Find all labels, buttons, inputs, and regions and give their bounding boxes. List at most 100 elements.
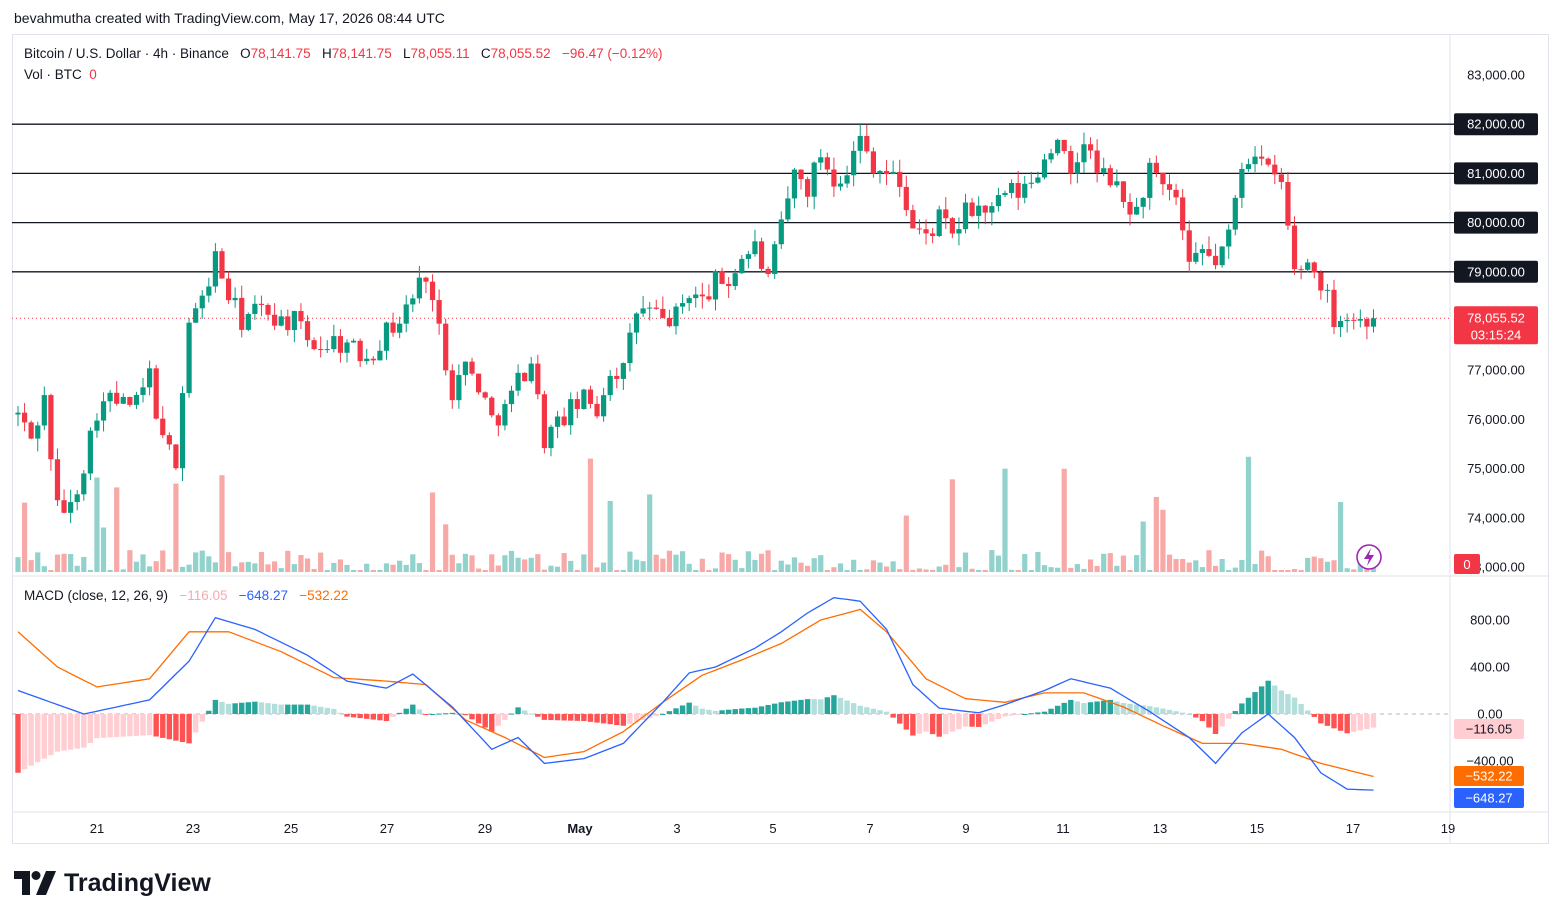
volume-bar	[410, 554, 416, 572]
macd-histogram-bar	[350, 714, 357, 718]
level-price-badge	[1454, 162, 1538, 185]
volume-bar	[1331, 560, 1337, 572]
candle-body	[495, 415, 501, 426]
macd-histogram-bar	[969, 714, 975, 727]
candle-body	[1212, 255, 1219, 266]
volume-bar	[298, 555, 304, 572]
volume-bar	[587, 458, 594, 572]
macd-histogram-bar	[324, 707, 330, 714]
candle-body	[456, 375, 462, 401]
candle-body	[758, 241, 765, 269]
candle-body	[640, 308, 646, 314]
macd-histogram-bar	[298, 704, 304, 714]
volume-bar	[548, 565, 554, 572]
time-axis-label: 5	[769, 821, 776, 836]
macd-histogram-bar	[1166, 709, 1173, 714]
candle-body	[344, 342, 350, 353]
candle-body	[1259, 156, 1265, 159]
candle-body	[1370, 318, 1377, 327]
candle-body	[528, 363, 534, 382]
volume-bar	[15, 557, 21, 572]
macd-histogram-bar	[67, 714, 74, 750]
candle-body	[364, 358, 370, 362]
volume-bar	[1120, 555, 1127, 572]
macd-histogram-bar	[785, 701, 791, 714]
candle-body	[212, 251, 218, 287]
volume-bar	[127, 550, 133, 572]
symbol-title[interactable]: Bitcoin / U.S. Dollar · 4h · Binance	[24, 46, 229, 61]
macd-histogram-bar	[956, 714, 962, 730]
volume-bar	[1035, 551, 1041, 572]
candle-body	[824, 157, 830, 170]
candle-body	[508, 390, 515, 405]
candle-body	[554, 416, 561, 427]
candle-body	[1180, 197, 1186, 231]
candle-body	[186, 322, 192, 394]
volume-bar	[581, 554, 587, 572]
volume-bar	[758, 553, 765, 572]
candle-body	[1087, 144, 1094, 151]
volume-bar	[561, 553, 567, 572]
macd-histogram-bar	[489, 714, 495, 732]
volume-bar	[1127, 570, 1133, 572]
volume-bar	[673, 554, 679, 572]
volume-bar	[647, 494, 653, 572]
volume-value: 0	[89, 67, 97, 82]
macd-histogram-bar	[61, 714, 67, 751]
level-price-badge	[1454, 113, 1538, 136]
candle-body	[653, 307, 659, 309]
macd-histogram-bar	[673, 708, 679, 714]
time-axis-label: 25	[284, 821, 298, 836]
macd-histogram-bar	[541, 714, 548, 720]
macd-histogram-bar	[74, 714, 80, 749]
candle-body	[81, 473, 87, 495]
macd-histogram-bar	[1272, 685, 1278, 714]
candle-body	[962, 202, 969, 230]
macd-histogram-bar	[265, 703, 271, 714]
volume-bar	[212, 562, 218, 572]
macd-histogram-bar	[778, 702, 784, 714]
macd-histogram-bar	[719, 710, 725, 714]
candle-body	[1061, 139, 1067, 152]
macd-histogram-bar	[936, 714, 942, 737]
candle-body	[923, 229, 929, 234]
volume-bar	[969, 568, 975, 572]
macd-histogram-bar	[1193, 714, 1199, 718]
macd-histogram-bar	[903, 714, 909, 730]
candle-body	[851, 150, 857, 176]
macd-histogram-bar	[403, 708, 409, 714]
macd-label[interactable]: MACD (close, 12, 26, 9)	[24, 588, 169, 603]
candle-body	[199, 295, 205, 309]
macd-histogram-bar	[443, 713, 449, 715]
volume-bar	[1094, 565, 1100, 572]
macd-histogram-bar	[1140, 705, 1146, 714]
volume-bar	[1081, 568, 1087, 572]
volume-bar	[272, 561, 278, 572]
close-label: C	[480, 46, 491, 61]
macd-histogram-bar	[870, 708, 877, 714]
volume-bar	[232, 566, 238, 572]
credit-text: bevahmutha created with TradingView.com,…	[14, 10, 445, 26]
candle-body	[502, 404, 508, 426]
candle-body	[1002, 192, 1008, 196]
macd-histogram-bar	[949, 714, 956, 732]
volume-bar	[245, 561, 251, 572]
macd-histogram-bar	[745, 708, 752, 714]
volume-label[interactable]: Vol · BTC	[24, 67, 82, 82]
candle-body	[410, 298, 416, 305]
candle-body	[614, 375, 620, 379]
volume-bar	[1147, 570, 1153, 572]
macd-histogram-bar	[916, 714, 923, 734]
brand-name: TradingView	[64, 868, 211, 897]
candle-body	[1291, 225, 1298, 270]
candle-body	[910, 210, 916, 229]
macd-histogram-bar	[837, 697, 844, 714]
volume-bar	[416, 563, 422, 572]
volume-bar	[995, 555, 1002, 572]
candle-body	[936, 209, 942, 236]
candle-body	[74, 494, 80, 503]
volume-bar	[364, 563, 370, 572]
candle-body	[1101, 168, 1107, 173]
tradingview-logo[interactable]: TradingView	[14, 868, 211, 898]
